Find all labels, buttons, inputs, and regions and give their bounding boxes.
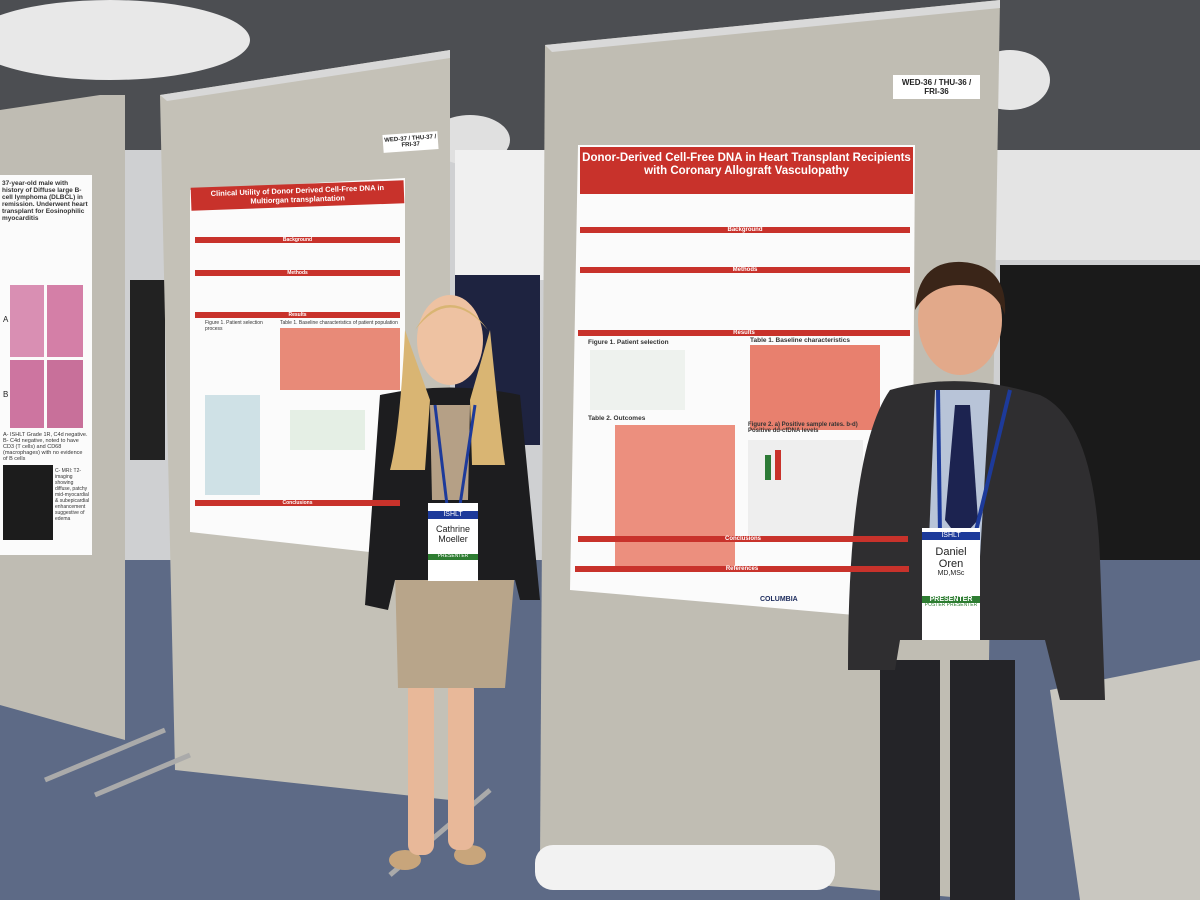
top [430, 405, 470, 500]
paper-roll [535, 845, 835, 890]
hair [390, 330, 430, 470]
histology-image [47, 285, 83, 357]
wall [455, 150, 545, 280]
lanyard [458, 404, 477, 506]
caption: C- MRI: T2-imaging showing diffuse, patc… [55, 468, 90, 522]
board-label: WED-36 / THU-36 / FRI-36 [893, 75, 980, 99]
section-header: References [575, 566, 909, 572]
figure-caption: Figure 1. Patient selection [588, 339, 669, 346]
table-image [280, 328, 400, 390]
face [918, 265, 1002, 375]
table-caption: Table 2. Outcomes [588, 415, 646, 422]
section-header: Results [195, 312, 400, 318]
badge-lanyard-text: ISHLT [922, 532, 980, 540]
table-caption: Table 1. Baseline characteristics [750, 337, 850, 344]
figure-caption: Figure 1. Patient selection process [205, 320, 263, 332]
leg [408, 680, 434, 855]
figure-caption: Figure 2. a) Positive sample rates. b-d)… [748, 422, 858, 434]
table-caption: Table 1. Baseline characteristics of pat… [280, 320, 398, 326]
lanyard [973, 389, 1012, 536]
figure-image [590, 350, 685, 410]
board-label: WED-37 / THU-37 / FRI-37 [382, 131, 439, 153]
histology-image [10, 360, 44, 428]
trousers [950, 660, 1015, 900]
caption: A- ISHLT Grade 1R, C4d negative. B- C4d … [3, 432, 88, 462]
panel-label: B [3, 390, 9, 399]
section-header: Methods [580, 267, 910, 273]
badge-lanyard-text: ISHLT [428, 511, 478, 519]
section-header: Background [580, 227, 910, 233]
leg [448, 680, 474, 850]
case-text: 37-year-old male with history of Diffuse… [2, 180, 88, 222]
badge-role: POSTER PRESENTER [922, 603, 980, 609]
badge-name: Daniel Oren [935, 545, 967, 570]
black-curtain [130, 280, 165, 460]
ceiling-panel [990, 150, 1200, 260]
tie [945, 405, 978, 540]
shoe [389, 850, 421, 870]
table-image [750, 345, 880, 430]
section-header: Background [195, 237, 400, 243]
hair [470, 330, 505, 465]
histology-image [47, 360, 83, 428]
bar-figure [765, 455, 771, 480]
badge-credentials: MD,MSc [937, 569, 965, 577]
board-frame [160, 50, 450, 101]
face [417, 295, 483, 385]
badge-role: PRESENTER [922, 595, 980, 604]
lanyard [433, 404, 449, 506]
name-badge: ISHLT Cathrine Moeller PRESENTER [428, 503, 478, 581]
figure-image [205, 395, 260, 495]
mri-image [3, 465, 53, 540]
section-header: Results [578, 330, 910, 336]
carpet-pattern [1050, 660, 1200, 900]
ceiling-ring [0, 0, 250, 80]
badge-role: PRESENTER [428, 554, 478, 560]
board-stand [44, 727, 166, 783]
board-stand [94, 752, 191, 798]
section-header: Methods [195, 270, 400, 276]
logo: COLUMBIA [760, 596, 798, 603]
histology-image [10, 285, 44, 357]
name-badge: ISHLT Daniel Oren MD,MSc PRESENTER POSTE… [922, 528, 980, 640]
section-header: Conclusions [195, 500, 400, 506]
hair [915, 261, 1006, 315]
badge-name: Cathrine Moeller [435, 523, 471, 544]
board-frame [545, 0, 1000, 52]
hair [415, 305, 488, 330]
skirt [395, 570, 515, 688]
trousers [880, 660, 940, 900]
poster-title: Donor-Derived Cell-Free DNA in Heart Tra… [580, 147, 913, 195]
section-header: Conclusions [578, 536, 908, 542]
table-image [615, 425, 735, 570]
panel-label: A [3, 315, 9, 324]
lanyard [936, 389, 942, 536]
bar-figure [775, 450, 781, 480]
figure-image [290, 410, 365, 450]
